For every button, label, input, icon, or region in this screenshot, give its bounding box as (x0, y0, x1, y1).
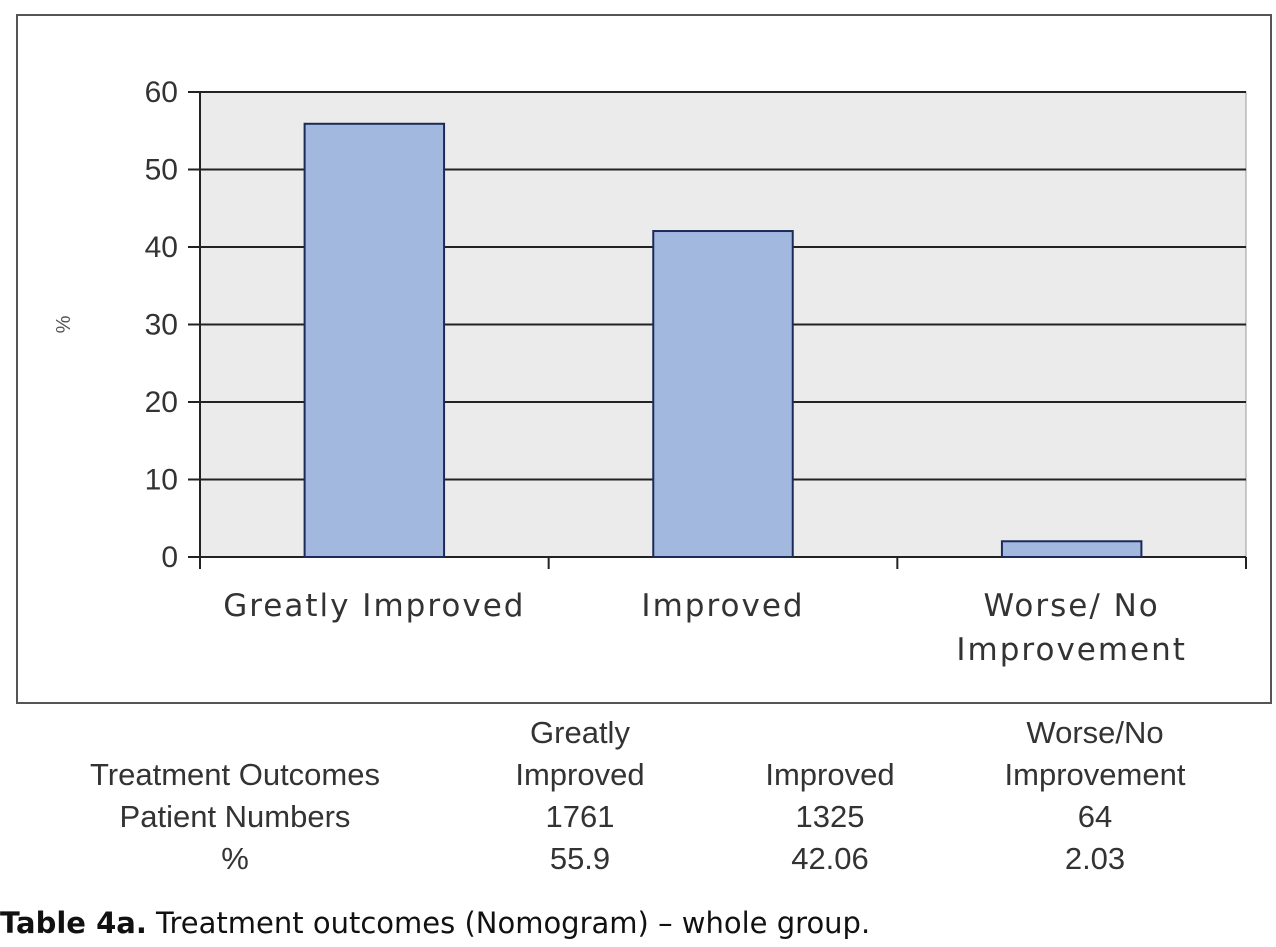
table-row: Treatment Outcomes Greatly Improved Impr… (40, 712, 1260, 796)
x-tick-label: Improved (641, 588, 804, 624)
caption-text: Treatment outcomes (Nomogram) – whole gr… (146, 906, 871, 940)
column-header: Greatly Improved (515, 715, 645, 792)
table-cell: 1761 (545, 799, 615, 834)
caption-label: Table 4a. (0, 906, 147, 940)
column-header: Improved (765, 757, 895, 792)
y-tick-label: 10 (145, 464, 178, 497)
row-label-treatment-outcomes: Treatment Outcomes (89, 757, 380, 792)
table-row: Patient Numbers 1761 1325 64 (40, 796, 1260, 838)
y-axis-label: % (53, 315, 75, 333)
chart-frame: 0 10 20 30 40 50 60% Greatly Improved Improved Wo… (16, 14, 1272, 704)
row-label-percent: % (221, 841, 249, 876)
bar-chart: 0 10 20 30 40 50 60% Greatly Improved Improved Wo… (53, 76, 1247, 668)
y-tick-label: 30 (145, 309, 178, 342)
y-tick-label: 20 (145, 386, 178, 419)
x-tick-label: Improvement (956, 632, 1187, 668)
bar (1000, 540, 1143, 559)
table-cell: 55.9 (549, 841, 611, 876)
y-tick-label: 40 (145, 231, 178, 264)
x-tick-label: Worse/ No (984, 588, 1160, 624)
bar (303, 122, 446, 559)
y-tick-label: 0 (161, 541, 178, 574)
table-cell: 2.03 (1064, 841, 1126, 876)
x-tick-label: Greatly Improved (223, 588, 525, 624)
row-label-patient-numbers: Patient Numbers (119, 799, 351, 834)
table-cell: 64 (1077, 799, 1113, 834)
y-tick-label: 50 (145, 154, 178, 187)
table-cell: 42.06 (791, 841, 869, 876)
summary-table: Treatment Outcomes Greatly Improved Impr… (40, 712, 1260, 880)
bar (652, 230, 794, 558)
column-header: Worse/No Improvement (1004, 715, 1186, 792)
figure-caption: Table 4a. Treatment outcomes (Nomogram) … (0, 906, 870, 940)
table-row: % 55.9 42.06 2.03 (40, 838, 1260, 880)
table-cell: 1325 (795, 799, 865, 834)
y-tick-label: 60 (145, 76, 178, 109)
